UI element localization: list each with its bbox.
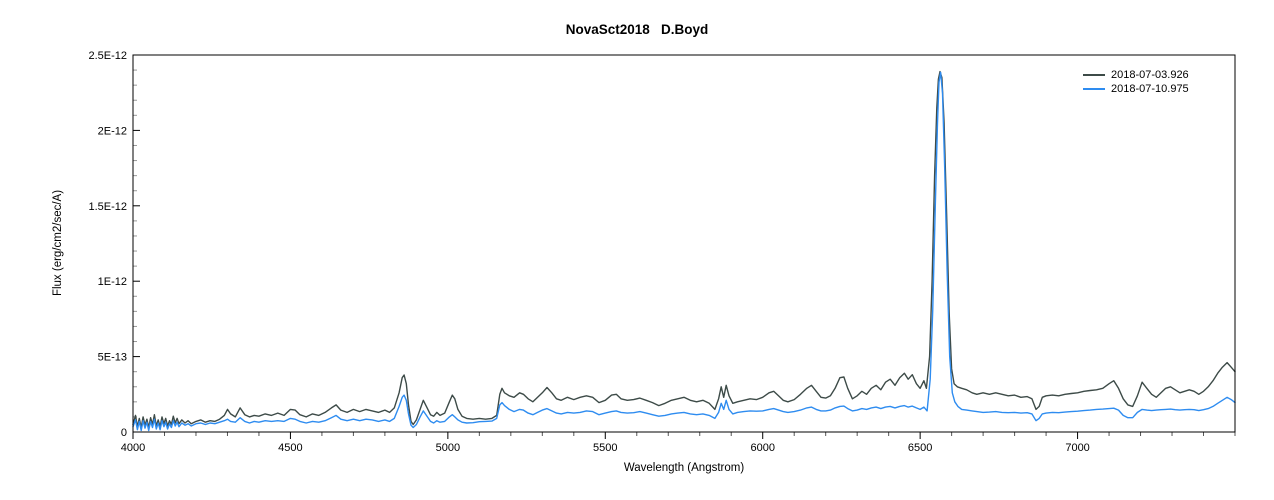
- legend-label: 2018-07-10.975: [1111, 83, 1189, 95]
- x-tick-label: 7000: [1065, 442, 1089, 454]
- spectrum-series-1: [132, 71, 1236, 432]
- y-tick-label: 2E-12: [98, 125, 127, 137]
- x-axis-label: Wavelength (Angstrom): [623, 462, 745, 474]
- y-axis-label: Flux (erg/cm2/sec/A): [52, 189, 64, 297]
- spectrum-series-0: [132, 70, 1236, 429]
- x-tick-label: 6000: [750, 442, 774, 454]
- x-tick-label: 5000: [436, 442, 460, 454]
- legend-item: 2018-07-10.975: [1083, 82, 1189, 96]
- legend-swatch-blue: [1083, 88, 1105, 90]
- legend-item: 2018-07-03.926: [1083, 68, 1189, 82]
- y-axis-ticks: 0 5E-13 1E-12 1.5E-12 2E-12 2.5E-12: [88, 50, 140, 439]
- y-tick-label: 2.5E-12: [88, 50, 127, 62]
- x-tick-label: 4500: [278, 442, 302, 454]
- y-tick-label: 1E-12: [98, 276, 127, 288]
- y-tick-label: 1.5E-12: [88, 201, 127, 213]
- plot-border: [132, 54, 1236, 433]
- chart-title: NovaSct2018 D.Boyd: [565, 22, 709, 37]
- y-tick-label: 5E-13: [98, 352, 127, 364]
- legend-label: 2018-07-03.926: [1111, 69, 1189, 81]
- x-axis-ticks: 4000 4500 5000 5500 6000 6500 7000: [121, 432, 1236, 454]
- legend: 2018-07-03.926 2018-07-10.975: [1083, 68, 1189, 96]
- x-tick-label: 6500: [908, 442, 932, 454]
- x-tick-label: 5500: [593, 442, 617, 454]
- legend-swatch-dark: [1083, 74, 1105, 76]
- x-tick-label: 4000: [121, 442, 145, 454]
- y-tick-label: 0: [121, 427, 127, 439]
